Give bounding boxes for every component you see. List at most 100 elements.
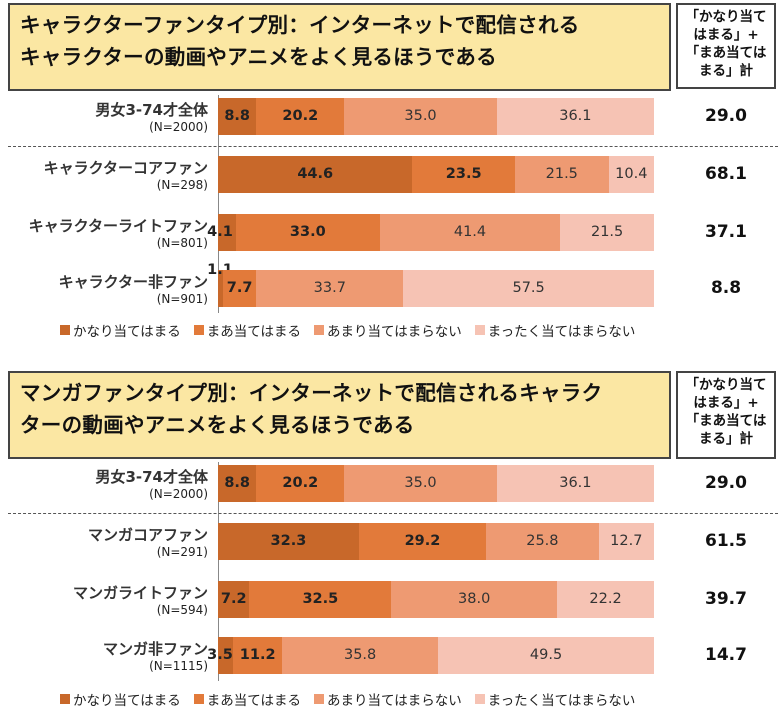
- bar-segment: [379, 214, 561, 251]
- legend-swatch: [313, 325, 324, 335]
- row-label: マンガコアファン (N=291): [0, 524, 208, 559]
- bar-segment: [222, 270, 257, 307]
- row-total: 37.1: [705, 222, 747, 242]
- total-header-line: はまる」+: [693, 27, 759, 43]
- data-label: 7.2: [220, 591, 247, 607]
- chart-title: キャラクターファンタイプ別：インターネットで配信される キャラクターの動画やアニメ…: [8, 3, 671, 91]
- row-total: 8.8: [710, 278, 742, 298]
- data-label: 35.8: [343, 647, 377, 663]
- bar-segment: [218, 156, 413, 193]
- legend-item: あまり当てはまらない: [313, 320, 462, 340]
- legend-label: かなり当てはまる: [73, 693, 181, 709]
- bar-segment: [598, 523, 654, 560]
- bar-segment: [496, 98, 654, 135]
- row-sample-size: (N=298): [156, 178, 208, 192]
- chart-title-line: キャラクターファンタイプ別：インターネットで配信される: [20, 13, 580, 37]
- bar-segment: [438, 637, 654, 674]
- data-label: 57.5: [512, 280, 545, 296]
- total-header-line: 「まあ当ては: [685, 413, 767, 429]
- data-label: 22.2: [589, 591, 622, 607]
- bar-segment: [218, 98, 257, 135]
- data-label: 7.7: [226, 280, 253, 296]
- data-label: 35.0: [404, 108, 437, 124]
- row-name: キャラクター非ファン: [58, 273, 208, 291]
- row-label: 男女3-74才全体 (N=2000): [0, 99, 208, 134]
- legend-label: まあ当てはまる: [206, 693, 301, 709]
- row-label: キャラクターライトファン (N=801): [0, 215, 208, 250]
- bar-segment: [344, 465, 497, 502]
- data-label: 25.8: [526, 533, 559, 549]
- bar-segment: [282, 637, 439, 674]
- bar-segment: [218, 465, 257, 502]
- bar-segment: [486, 523, 599, 560]
- data-label: 4.1: [207, 224, 233, 240]
- bar-segment: [391, 581, 558, 618]
- data-label: 20.2: [282, 108, 319, 124]
- row-sample-size: (N=801): [156, 236, 208, 250]
- legend-item: まったく当てはまらない: [474, 689, 636, 709]
- dashed-separator: [8, 146, 778, 147]
- legend-swatch: [474, 325, 485, 335]
- bar-segment: [218, 581, 250, 618]
- bar-segment: [608, 156, 654, 193]
- total-column-header: 「かなり当て はまる」+ 「まあ当ては まる」計: [676, 371, 776, 459]
- data-label: 10.4: [615, 166, 648, 182]
- chart-title: マンガファンタイプ別：インターネットで配信されるキャラク ターの動画やアニメをよく…: [8, 371, 671, 459]
- row-sample-size: (N=291): [156, 545, 208, 559]
- row-sample-size: (N=901): [156, 292, 208, 306]
- data-label: 49.5: [529, 647, 563, 663]
- bar-segment: [256, 98, 345, 135]
- data-label: 8.8: [224, 108, 250, 124]
- bar-segment: [218, 523, 359, 560]
- legend-item: まあ当てはまる: [193, 689, 301, 709]
- legend-label: まったく当てはまらない: [487, 324, 636, 340]
- bar-segment: [218, 214, 236, 251]
- legend-item: まったく当てはまらない: [474, 320, 636, 340]
- legend-swatch: [60, 325, 70, 335]
- bar-segment: [235, 214, 380, 251]
- data-label: 29.2: [404, 533, 441, 549]
- chart-title-line: マンガファンタイプ別：インターネットで配信されるキャラク: [20, 381, 603, 405]
- data-label: 21.5: [545, 166, 578, 182]
- data-label: 20.2: [282, 475, 319, 491]
- bar-segment: [403, 270, 654, 307]
- bar-segment: [249, 581, 392, 618]
- total-header-line: はまる」+: [693, 395, 759, 411]
- legend-swatch: [193, 325, 204, 335]
- data-label: 23.5: [445, 166, 482, 182]
- row-total: 61.5: [705, 531, 747, 551]
- data-label: 41.4: [453, 224, 487, 240]
- legend-item: あまり当てはまらない: [313, 689, 462, 709]
- legend-label: まあ当てはまる: [206, 324, 301, 340]
- chart-title-line: ターの動画やアニメをよく見るほうである: [20, 413, 415, 437]
- data-label: 32.3: [270, 533, 307, 549]
- bar-segment: [256, 270, 404, 307]
- data-label: 12.7: [610, 533, 643, 549]
- data-label: 8.8: [224, 475, 250, 491]
- data-label: 32.5: [302, 591, 339, 607]
- row-label: 男女3-74才全体 (N=2000): [0, 466, 208, 501]
- legend-swatch: [60, 694, 70, 704]
- legend-label: まったく当てはまらない: [487, 693, 636, 709]
- data-label: 38.0: [458, 591, 491, 607]
- legend-item: まあ当てはまる: [193, 320, 301, 340]
- category-axis-line: [218, 95, 219, 313]
- legend-swatch: [313, 694, 324, 704]
- row-label: キャラクター非ファン (N=901): [0, 271, 208, 306]
- row-label: マンガ非ファン (N=1115): [0, 638, 208, 673]
- category-axis-line: [218, 462, 219, 681]
- legend-swatch: [193, 694, 204, 704]
- data-label: 36.1: [559, 108, 592, 124]
- row-total: 14.7: [705, 645, 747, 665]
- row-label: キャラクターコアファン (N=298): [0, 157, 208, 192]
- row-sample-size: (N=1115): [149, 659, 208, 673]
- data-label: 33.0: [289, 224, 326, 240]
- total-header-line: 「まあ当ては: [685, 45, 767, 61]
- data-label: 33.7: [313, 280, 346, 296]
- total-header-line: まる」計: [699, 63, 753, 79]
- data-label: 44.6: [297, 166, 334, 182]
- legend-swatch: [474, 694, 485, 704]
- bar-segment: [514, 156, 609, 193]
- row-total: 29.0: [705, 106, 747, 126]
- total-header-line: 「かなり当て: [685, 9, 767, 25]
